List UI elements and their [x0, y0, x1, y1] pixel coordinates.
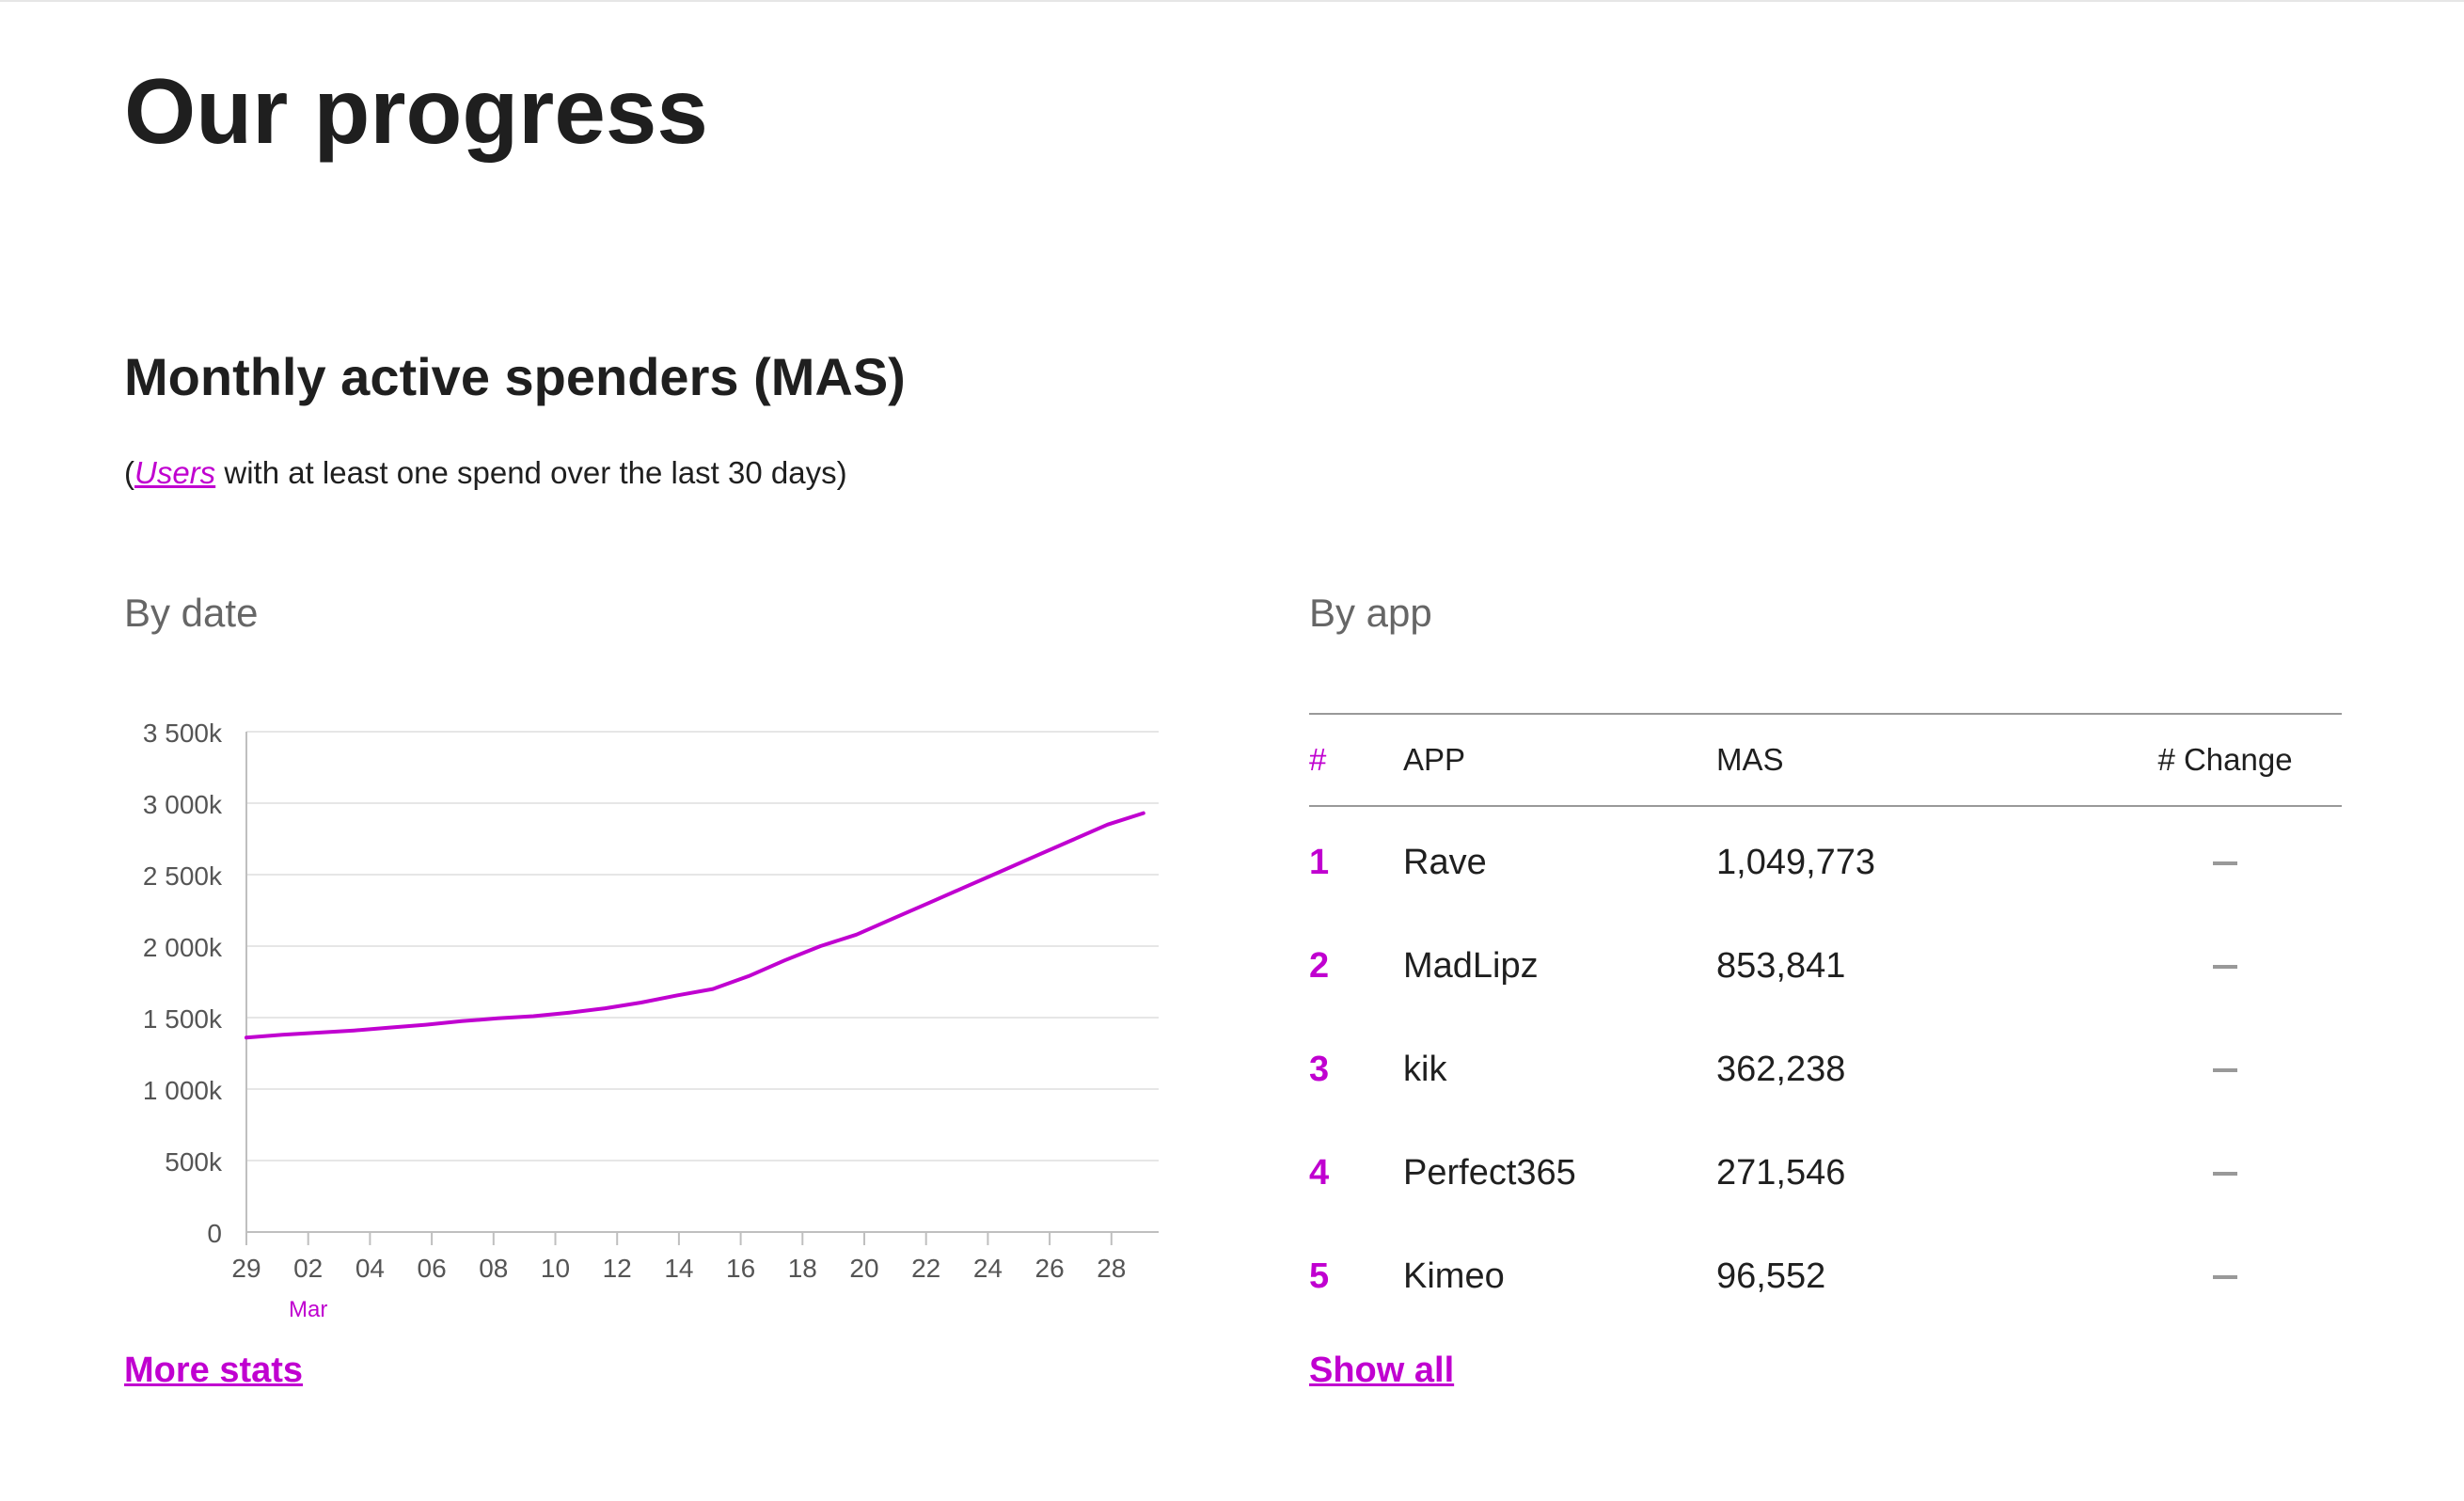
row-app-name: Kimeo: [1403, 1256, 1505, 1296]
section-description: (Users with at least one spend over the …: [124, 455, 847, 491]
top-rule: [0, 0, 2464, 2]
row-mas-value: 271,546: [1716, 1152, 1846, 1193]
y-axis-ticks: 0 500k 1 000k 1 500k 2 000k 2 500k 3 000k 3 500…: [143, 719, 223, 1248]
y-tick-label: 3 000k: [143, 790, 223, 819]
no-change-dash-icon: [2213, 1172, 2237, 1177]
page-title: Our progress: [124, 59, 708, 163]
y-tick-label: 2 500k: [143, 861, 223, 891]
x-tick-label: 18: [788, 1254, 817, 1283]
more-stats-link[interactable]: More stats: [124, 1351, 304, 1390]
row-app-name: Rave: [1403, 842, 1487, 882]
desc-rest: with at least one spend over the last 30…: [215, 455, 847, 490]
row-rank: 4: [1309, 1152, 1330, 1193]
row-mas-value: 1,049,773: [1716, 842, 1876, 882]
x-tick-label: 02: [293, 1254, 323, 1283]
y-tick-label: 500k: [165, 1147, 223, 1177]
row-app-name: MadLipz: [1403, 945, 1539, 986]
x-tick-label: 10: [541, 1254, 570, 1283]
x-tick-label: 20: [849, 1254, 878, 1283]
desc-open-paren: (: [124, 455, 134, 490]
x-tick-label: 08: [479, 1254, 508, 1283]
row-rank: 3: [1309, 1049, 1330, 1089]
mas-line-chart: 0 500k 1 000k 1 500k 2 000k 2 500k 3 000k 3 500…: [143, 719, 1159, 1322]
show-all-link[interactable]: Show all: [1309, 1351, 1455, 1390]
row-rank: 5: [1309, 1256, 1330, 1296]
table-row[interactable]: 5 Kimeo 96,552: [1309, 1224, 2342, 1328]
chart-series: [245, 811, 1145, 1040]
x-tick-label: 29: [231, 1254, 261, 1283]
x-tick-label: 06: [418, 1254, 447, 1283]
x-tick-label: 04: [355, 1254, 385, 1283]
row-change: [2109, 1018, 2342, 1121]
x-tick-label: 24: [973, 1254, 1003, 1283]
row-mas-value: 853,841: [1716, 945, 1846, 986]
by-date-heading: By date: [124, 591, 259, 635]
no-change-dash-icon: [2213, 1068, 2237, 1073]
x-tick-label: 16: [726, 1254, 755, 1283]
table-row[interactable]: 4 Perfect365 271,546: [1309, 1121, 2342, 1224]
header-rank: #: [1309, 713, 1403, 807]
x-axis-ticks: 29 02 04 06 08 10 12 14 16 18 20 22 24 26 28 Mar: [231, 1232, 1126, 1322]
header-app: APP: [1403, 713, 1716, 807]
table-row[interactable]: 3 kik 362,238: [1309, 1018, 2342, 1121]
row-app-name: Perfect365: [1403, 1152, 1576, 1193]
apps-table: # APP MAS # Change 1 Rave 1,049,773 2 Ma…: [1309, 713, 2342, 1328]
row-rank: 2: [1309, 945, 1330, 986]
x-month-label: Mar: [289, 1297, 327, 1322]
mas-series-line: [245, 811, 1145, 1040]
x-tick-label: 26: [1035, 1254, 1065, 1283]
table-row[interactable]: 1 Rave 1,049,773: [1309, 806, 2342, 914]
row-change: [2109, 1224, 2342, 1328]
row-change: [2109, 914, 2342, 1018]
y-tick-label: 2 000k: [143, 933, 223, 962]
y-tick-label: 1 500k: [143, 1004, 223, 1034]
x-tick-label: 14: [664, 1254, 693, 1283]
row-rank: 1: [1309, 842, 1330, 882]
x-tick-label: 22: [911, 1254, 940, 1283]
header-mas: MAS: [1716, 713, 2109, 807]
chart-gridlines: [245, 731, 1159, 1245]
table-row[interactable]: 2 MadLipz 853,841: [1309, 914, 2342, 1018]
section-title: Monthly active spenders (MAS): [124, 347, 906, 406]
y-tick-label: 1 000k: [143, 1076, 223, 1105]
no-change-dash-icon: [2213, 861, 2237, 866]
row-change: [2109, 1121, 2342, 1224]
x-tick-label: 12: [603, 1254, 632, 1283]
y-tick-label: 3 500k: [143, 719, 223, 748]
y-tick-label: 0: [207, 1219, 222, 1248]
row-mas-value: 96,552: [1716, 1256, 1826, 1296]
x-tick-label: 28: [1097, 1254, 1126, 1283]
users-link[interactable]: Users: [134, 455, 216, 490]
by-app-heading: By app: [1309, 591, 1432, 635]
no-change-dash-icon: [2213, 1275, 2237, 1280]
row-app-name: kik: [1403, 1049, 1447, 1089]
no-change-dash-icon: [2213, 965, 2237, 970]
header-change: # Change: [2109, 713, 2342, 807]
row-mas-value: 362,238: [1716, 1049, 1846, 1089]
row-change: [2109, 806, 2342, 914]
table-header-row: # APP MAS # Change: [1309, 713, 2342, 807]
